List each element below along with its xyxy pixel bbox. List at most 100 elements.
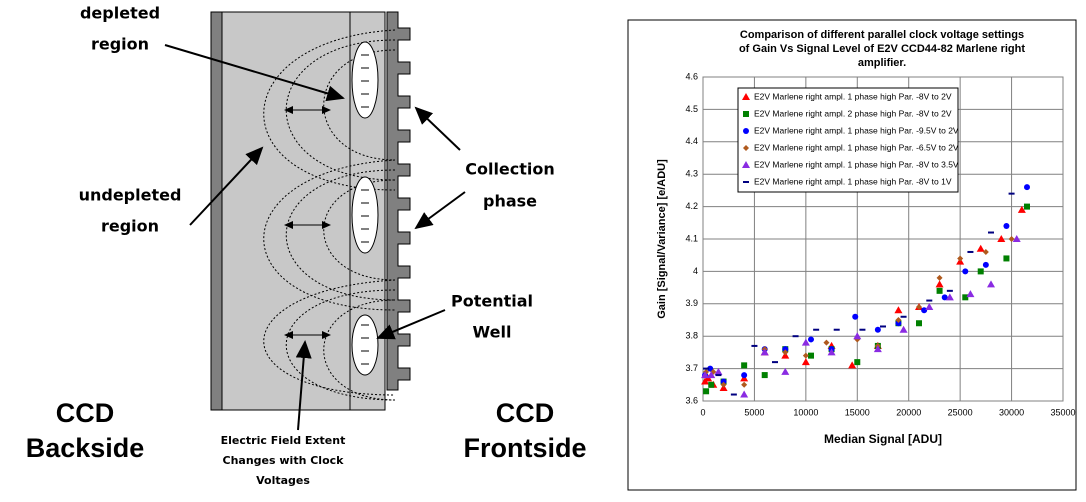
- point: [708, 381, 715, 388]
- point: [761, 372, 768, 379]
- y-tick-label: 3.8: [685, 331, 698, 341]
- point: [823, 339, 830, 346]
- point: [701, 371, 710, 379]
- point: [977, 268, 984, 275]
- point: [873, 345, 882, 353]
- legend-label: E2V Marlene right ampl. 1 phase high Par…: [754, 159, 959, 169]
- label: depleted: [80, 4, 160, 23]
- point: [760, 348, 769, 356]
- x-axis-label: Median Signal [ADU]: [824, 432, 942, 446]
- x-tick-label: 15000: [845, 407, 870, 417]
- point: [792, 335, 799, 338]
- point: [926, 299, 933, 302]
- point: [853, 332, 862, 340]
- point: [1008, 236, 1015, 242]
- chart-title: Comparison of different parallel clock v…: [740, 29, 1024, 41]
- point: [987, 280, 995, 288]
- chart-title: amplifier.: [858, 57, 906, 69]
- legend-label: E2V Marlene right ampl. 2 phase high Par…: [754, 108, 952, 118]
- plot-area: [702, 76, 1064, 402]
- legend-marker: [743, 181, 749, 183]
- x-tick-label: 0: [700, 407, 705, 417]
- point: [894, 306, 903, 314]
- point: [801, 358, 810, 366]
- point: [982, 261, 989, 268]
- legend-marker: [742, 161, 750, 168]
- point: [988, 231, 994, 234]
- legend-box: [737, 87, 959, 193]
- y-tick-label: 4.3: [685, 169, 698, 179]
- point: [801, 338, 810, 346]
- y-tick-label: 4.6: [685, 71, 698, 81]
- x-tick-label: 35000: [1050, 407, 1075, 417]
- label: undepleted: [79, 186, 182, 205]
- point: [741, 372, 748, 379]
- point: [899, 325, 908, 333]
- point: [703, 388, 710, 395]
- x-tick-label: 10000: [793, 407, 818, 417]
- label: region: [91, 35, 149, 54]
- x-tick-label: 5000: [744, 407, 764, 417]
- point: [916, 320, 922, 327]
- point: [813, 328, 820, 331]
- charges: [361, 54, 369, 365]
- point: [900, 315, 907, 318]
- point: [874, 326, 881, 333]
- point: [707, 371, 716, 379]
- point: [715, 374, 722, 377]
- point: [957, 255, 964, 262]
- point: [833, 328, 840, 331]
- legend-label: E2V Marlene right ampl. 1 phase high Par…: [754, 125, 959, 135]
- point: [966, 290, 975, 298]
- point: [740, 390, 749, 398]
- label: Collection: [465, 160, 555, 179]
- label: Potential: [451, 292, 533, 311]
- point: [880, 325, 886, 328]
- label: CCD: [496, 398, 555, 428]
- y-axis-label: Gain [Signal/Variance] [e/ADU]: [656, 159, 668, 319]
- point: [935, 280, 944, 288]
- legend-marker: [742, 93, 750, 100]
- legend-label: E2V Marlene right ampl. 1 phase high Par…: [754, 176, 952, 186]
- point: [772, 361, 778, 364]
- point: [967, 250, 974, 253]
- potential-wells: [351, 41, 379, 376]
- point: [962, 294, 969, 301]
- point: [741, 362, 748, 369]
- point: [703, 367, 710, 370]
- point: [859, 328, 866, 331]
- point: [827, 348, 836, 356]
- point: [945, 293, 954, 301]
- gate-electrodes: [386, 11, 411, 391]
- label: Frontside: [463, 433, 586, 463]
- label: Electric Field Extent: [221, 434, 346, 447]
- point: [946, 289, 953, 292]
- legend-marker: [743, 145, 749, 151]
- point: [854, 359, 861, 366]
- point: [925, 303, 934, 311]
- point: [997, 235, 1006, 242]
- point: [782, 346, 789, 353]
- point: [714, 367, 723, 375]
- legend-label: E2V Marlene right ampl. 1 phase high Par…: [754, 91, 952, 101]
- legend-marker: [743, 111, 749, 117]
- y-tick-label: 4.1: [685, 233, 698, 243]
- point: [852, 313, 859, 320]
- x-tick-label: 25000: [948, 407, 973, 417]
- label: region: [101, 217, 159, 236]
- label: Voltages: [256, 474, 310, 487]
- point: [1017, 205, 1026, 213]
- y-tick-label: 4.2: [685, 201, 698, 211]
- point: [936, 274, 943, 281]
- chart-title: of Gain Vs Signal Level of E2V CCD44-82 …: [739, 43, 1025, 55]
- point: [782, 349, 789, 356]
- point: [982, 248, 989, 255]
- y-tick-label: 3.6: [685, 395, 698, 405]
- point: [936, 287, 943, 294]
- point: [808, 336, 814, 343]
- label-arrows: [164, 44, 466, 431]
- point: [916, 304, 922, 311]
- point: [741, 381, 748, 388]
- y-tick-label: 3.7: [685, 363, 698, 373]
